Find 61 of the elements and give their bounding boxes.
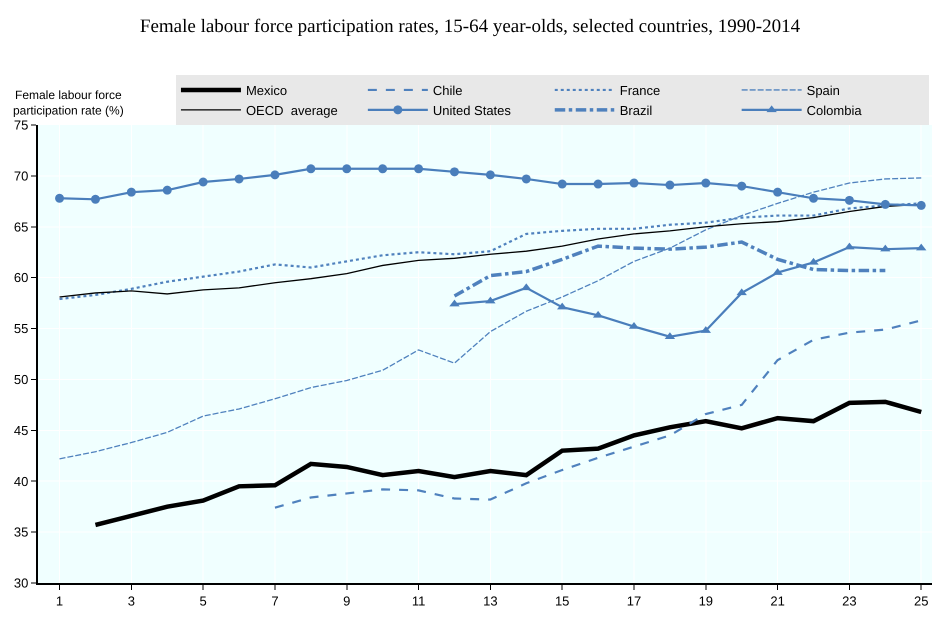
x-tick-label: 7 (271, 594, 279, 609)
x-tick-label: 21 (770, 594, 785, 609)
x-tick-label: 15 (554, 594, 570, 609)
point (55, 194, 64, 203)
y-tick-label: 50 (14, 372, 28, 387)
point (773, 188, 782, 197)
point (737, 182, 746, 191)
x-tick-label: 19 (698, 594, 714, 609)
y-tick-label: 65 (14, 219, 28, 234)
legend-label: Mexico (246, 83, 288, 98)
y-axis-title: Female labour force participation rate (%) (13, 88, 124, 118)
point (521, 283, 532, 290)
point (809, 194, 818, 203)
point (126, 188, 136, 197)
y-tick-label: 55 (14, 321, 28, 336)
point (378, 164, 388, 174)
legend-label: OECD average (246, 102, 338, 118)
point (414, 164, 424, 174)
y-tick-label: 60 (14, 270, 28, 286)
point (162, 186, 172, 195)
point (665, 180, 674, 190)
point (630, 178, 638, 188)
y-tick-label: 75 (14, 118, 28, 133)
x-tick-label: 13 (483, 594, 498, 609)
legend-label: United States (432, 102, 512, 118)
x-tick-label: 25 (914, 594, 928, 609)
point (306, 164, 316, 174)
point (558, 180, 567, 189)
point (234, 174, 244, 184)
y-tick-label: 45 (14, 422, 28, 438)
legend-label: Brazil (620, 102, 652, 118)
legend-label: Spain (806, 83, 840, 98)
point (486, 170, 495, 180)
point (916, 200, 926, 210)
point (701, 178, 710, 188)
legend-label: Chile (432, 83, 462, 98)
x-tick-label: 23 (842, 594, 857, 609)
point (594, 180, 603, 189)
x-tick-label: 5 (200, 594, 207, 609)
y-tick-label: 35 (14, 524, 28, 540)
x-tick-label: 11 (412, 594, 426, 609)
y-tick-label: 70 (14, 168, 28, 184)
x-tick-label: 9 (343, 594, 350, 609)
legend-label: France (620, 83, 660, 98)
point (450, 167, 459, 176)
point (198, 178, 208, 186)
y-tick-label: 30 (14, 576, 28, 591)
point (90, 194, 100, 204)
point (522, 174, 531, 184)
line-series (93, 400, 924, 528)
point (844, 196, 854, 205)
y-tick-label: 40 (14, 474, 28, 489)
x-tick-label: 3 (128, 594, 135, 609)
point (880, 200, 890, 209)
chart-title: Female labour force participation rates, 15-64 year-olds, selected countries, 1990-2014 (140, 16, 801, 37)
x-tick-label: 1 (56, 594, 64, 609)
x-tick-label: 17 (626, 594, 642, 609)
legend-label: Colombia (806, 102, 862, 118)
point (736, 288, 747, 296)
point (342, 164, 352, 174)
point (270, 170, 280, 180)
